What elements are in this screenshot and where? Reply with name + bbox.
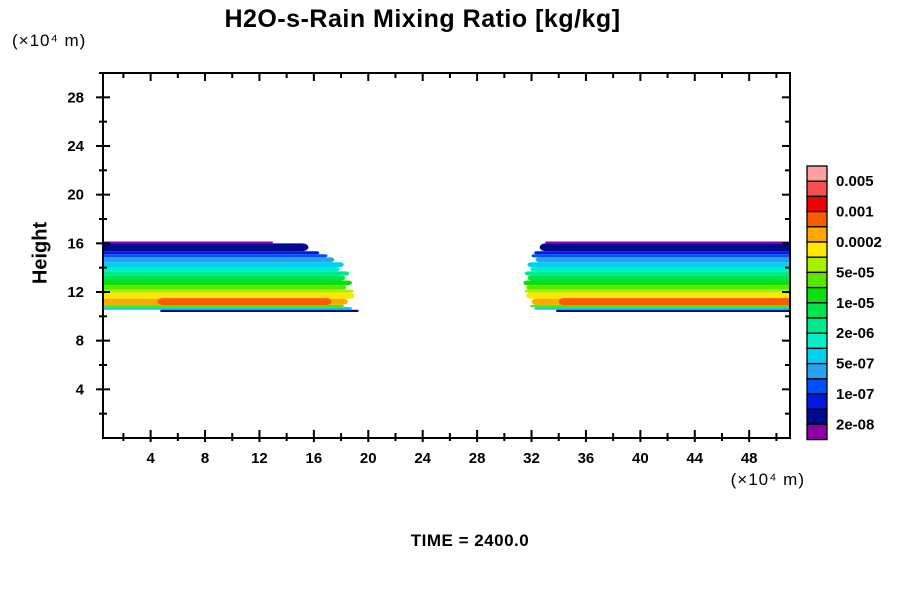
chart-title: H2O-s-Rain Mixing Ratio [kg/kg] — [224, 5, 621, 33]
contour-stripe-cyan — [534, 307, 790, 310]
x-tick-label: 36 — [578, 450, 595, 467]
colorbar-cell-yellow-green — [806, 271, 828, 289]
contour-stripe-cyan — [103, 307, 352, 310]
x-tick-label: 20 — [360, 450, 377, 467]
colorbar-cell-pink — [806, 165, 828, 182]
colorbar-cell-blue — [806, 393, 828, 410]
contour-stripe-sky-blue — [535, 257, 790, 263]
colorbar-label: 2e-06 — [836, 325, 874, 342]
colorbar-label: 0.001 — [836, 204, 874, 221]
contour-stripe-purple — [103, 241, 274, 244]
contour-stripe-sky-blue — [103, 257, 335, 263]
y-tick-label: 16 — [67, 235, 84, 252]
colorbar-cell-spring-green — [806, 317, 828, 334]
time-label: TIME = 2400.0 — [410, 531, 530, 550]
colorbar-label: 1e-05 — [836, 295, 874, 312]
contour-stripe-green-teal — [527, 275, 790, 281]
y-axis-unit-label: (×10⁴ m) — [12, 31, 87, 50]
colorbar-label: 0.0002 — [836, 234, 882, 251]
colorbar-cell-cyan — [806, 347, 828, 365]
contour-stripe-navy — [556, 309, 790, 312]
colorbar-cell-red — [806, 195, 828, 213]
x-tick-label: 32 — [523, 450, 540, 467]
y-tick-label: 12 — [67, 284, 84, 301]
colorbar-label: 1e-07 — [836, 386, 874, 403]
contour-stripe-cyan — [103, 262, 344, 268]
x-tick-label: 48 — [741, 450, 758, 467]
colorbar-cell-navy — [806, 408, 828, 426]
y-tick-label: 28 — [67, 89, 84, 106]
contour-stripe-green-teal — [103, 275, 346, 281]
colorbar-label: 0.005 — [836, 173, 874, 190]
x-tick-label: 40 — [632, 450, 649, 467]
colorbar-cell-sky-blue — [806, 362, 828, 380]
contour-stripe-navy — [103, 243, 309, 252]
colorbar-cell-yellow — [806, 241, 828, 258]
contour-stripe-blue — [534, 251, 790, 255]
colorbar-label: 5e-05 — [836, 264, 874, 281]
colorbar-label: 5e-07 — [836, 356, 874, 373]
contour-stripe-bright-blue — [531, 254, 790, 258]
colorbar-cell-orange-red — [806, 210, 828, 228]
contour-stripe-chartreuse — [103, 289, 354, 293]
contour-stripe-green — [103, 280, 352, 286]
colorbar-cell-purple — [806, 423, 828, 441]
contour-band-left-rain-band — [103, 241, 359, 312]
colorbar-cell-orange — [806, 226, 828, 243]
contour-stripe-navy — [160, 309, 359, 312]
contour-stripe-navy — [539, 243, 790, 252]
contour-stripe-yellow-green — [103, 285, 347, 290]
contour-stripe-purple — [545, 241, 790, 244]
contour-stripe-yellow — [103, 292, 355, 299]
contour-stripe-aquamarine — [530, 267, 790, 272]
contour-band-right-rain-band — [523, 241, 790, 312]
y-tick-label: 8 — [76, 333, 84, 350]
colorbar-label: 2e-08 — [836, 416, 874, 433]
x-tick-label: 8 — [201, 450, 209, 467]
colorbar-cell-aquamarine — [806, 332, 828, 350]
contour-stripe-yellow-green — [526, 285, 790, 290]
contour-stripe-aquamarine — [103, 267, 340, 272]
x-tick-label: 16 — [306, 450, 323, 467]
colorbar-cell-green — [806, 286, 828, 304]
contour-stripe-cyan — [527, 262, 790, 268]
contour-stripe-blue — [103, 251, 320, 255]
contour-stripe-yellow-green — [103, 304, 344, 308]
colorbar-cell-bright-blue — [806, 378, 828, 395]
contour-stripe-orange-red — [157, 298, 332, 306]
plot-frame — [102, 72, 791, 439]
contour-stripe-chartreuse — [524, 289, 790, 293]
contour-stripe-spring-green — [524, 271, 790, 276]
contour-stripe-orange-red — [558, 298, 790, 306]
x-axis-unit-label: (×10⁴ m) — [730, 470, 805, 489]
contour-stripe-green — [523, 280, 790, 286]
y-tick-label: 24 — [67, 138, 84, 155]
colorbar-cell-rose — [806, 180, 828, 198]
x-tick-label: 44 — [686, 450, 703, 467]
x-tick-label: 28 — [469, 450, 486, 467]
x-tick-label: 24 — [414, 450, 431, 467]
x-tick-label: 4 — [146, 450, 155, 467]
colorbar-cell-green-teal — [806, 302, 828, 319]
contour-stripe-yellow-green — [530, 304, 790, 308]
y-tick-label: 4 — [76, 381, 85, 398]
colorbar-cell-chartreuse — [806, 256, 828, 274]
y-tick-label: 20 — [67, 187, 84, 204]
x-tick-label: 12 — [251, 450, 268, 467]
contour-stripe-yellow — [526, 292, 790, 299]
contour-stripe-bright-blue — [103, 254, 328, 258]
contour-stripe-spring-green — [103, 271, 350, 276]
